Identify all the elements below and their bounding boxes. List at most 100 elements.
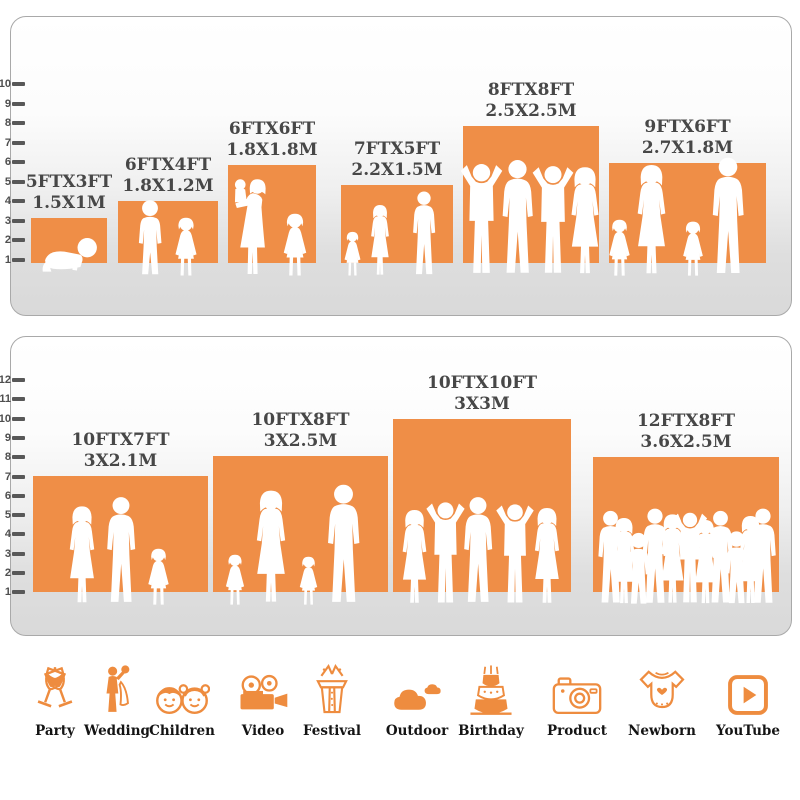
- size-ft: 6FTX4FT: [124, 154, 212, 175]
- backdrop-6ftx4ft: 6FTX4FT 1.8X1.2M: [118, 155, 218, 276]
- ruler-tick-label: 10: [0, 412, 11, 425]
- size-ft: 6FTX6FT: [228, 118, 316, 139]
- ruler-tick: 4: [0, 528, 25, 540]
- ruler-tick: 6: [0, 490, 25, 502]
- ruler-tick: 9: [0, 98, 25, 110]
- size-m: 1.8X1.8M: [226, 139, 318, 160]
- size-ft: 12FTX8FT: [636, 410, 736, 431]
- ruler-tick-mark: [12, 532, 25, 536]
- children-icon: [156, 684, 210, 715]
- backdrop-size-label: 7FTX5FT 2.2X1.5M: [351, 139, 442, 182]
- ruler-tick: 6: [0, 156, 25, 168]
- youtube-icon: [728, 675, 768, 715]
- silhouette-group-baby: [42, 237, 97, 272]
- backdrop-12ftx8ft: 12FTX8FT 3.6X2.5M: [593, 411, 779, 604]
- silhouette-group-five-adults: [402, 497, 560, 603]
- backdrop-size-label: 6FTX4FT 1.8X1.2M: [122, 155, 213, 198]
- ruler-tick-mark: [12, 102, 25, 106]
- ruler-tick-label: 2: [4, 233, 11, 246]
- ruler-tick-label: 2: [4, 566, 11, 579]
- ruler-tick: 8: [0, 451, 25, 463]
- size-m: 2.2X1.5M: [351, 159, 443, 180]
- ruler-tick-label: 8: [4, 116, 11, 129]
- ruler-tick-mark: [12, 494, 25, 498]
- ruler-tick-label: 6: [4, 155, 11, 168]
- ruler-tick-label: 10: [0, 77, 11, 90]
- category-youtube: YouTube: [706, 662, 790, 739]
- ruler-tick-label: 8: [4, 450, 11, 463]
- backdrop-size-label: 10FTX8FT 3X2.5M: [251, 410, 349, 453]
- ruler-tick-label: 4: [4, 527, 11, 540]
- ruler-tick-mark: [12, 199, 25, 203]
- silhouette-group-family-three: [344, 191, 436, 276]
- category-children: Children: [140, 662, 224, 739]
- silhouette-group-crowd: [598, 508, 776, 604]
- ruler-tick: 1: [0, 254, 25, 266]
- silhouette-group-two-kids: [138, 200, 197, 276]
- ruler-tick-mark: [12, 378, 25, 382]
- outdoor-icon: [394, 684, 441, 710]
- ruler-tick-mark: [12, 475, 25, 479]
- ruler-tick: 3: [0, 215, 25, 227]
- ruler-tick: 3: [0, 548, 25, 560]
- festival-icon: [316, 665, 348, 714]
- size-m: 3.6X2.5M: [640, 431, 732, 452]
- newborn-icon: [639, 670, 685, 709]
- ruler-tick-label: 6: [4, 489, 11, 502]
- ruler-tick-mark: [12, 82, 25, 86]
- panel-small-medium: 10 9 8 7 6 5 4 3 2 1 5FTX3FT 1.5X1M 6FTX…: [0, 16, 792, 316]
- category-label: Video: [241, 723, 285, 739]
- backdrop-10ftx7ft: 10FTX7FT 3X2.1M: [33, 430, 208, 605]
- ruler-tick-label: 7: [4, 470, 11, 483]
- silhouette-group-mother-children: [234, 179, 307, 276]
- product-icon: [552, 677, 602, 715]
- ruler-tick-label: 1: [4, 585, 11, 598]
- ruler-tick-label: 3: [4, 547, 11, 560]
- ruler-tick: 10: [0, 413, 25, 425]
- ruler-tick-mark: [12, 397, 25, 401]
- category-product: Product: [535, 662, 619, 739]
- ruler-tick-mark: [12, 219, 25, 223]
- ruler-tick-label: 9: [4, 97, 11, 110]
- backdrop-9ftx6ft: 9FTX6FT 2.7X1.8M: [608, 117, 766, 276]
- ruler-tick: 2: [0, 567, 25, 579]
- category-label: Outdoor: [385, 723, 449, 739]
- size-m: 3X3M: [454, 393, 510, 414]
- ruler-tick-mark: [12, 455, 25, 459]
- ruler-tick-label: 12: [0, 373, 11, 386]
- ruler-tick: 8: [0, 117, 25, 129]
- party-icon: [35, 665, 75, 709]
- ruler-tick: 4: [0, 195, 25, 207]
- ruler-tick-mark: [12, 417, 25, 421]
- birthday-icon: [469, 664, 513, 715]
- ruler-tick: 9: [0, 432, 25, 444]
- ruler-tick-mark: [12, 590, 25, 594]
- panel-large: 12 11 10 9 8 7 6 5 4 3 2 1 10FTX7FT 3X2.…: [0, 336, 792, 636]
- category-party: Party: [13, 662, 97, 739]
- size-m: 2.5X2.5M: [485, 100, 577, 121]
- category-label: YouTube: [716, 723, 780, 739]
- backdrop-10ftx8ft: 10FTX8FT 3X2.5M: [213, 410, 388, 605]
- category-festival: Festival: [290, 662, 374, 739]
- ruler-tick: 7: [0, 137, 25, 149]
- ruler-tick: 5: [0, 509, 25, 521]
- backdrop-size-label: 5FTX3FT 1.5X1M: [26, 172, 112, 215]
- backdrop-8ftx8ft: 8FTX8FT 2.5X2.5M: [460, 80, 599, 274]
- ruler-tick-mark: [12, 121, 25, 125]
- ruler-tick: 7: [0, 471, 25, 483]
- backdrop-size-label: 9FTX6FT 2.7X1.8M: [642, 117, 733, 160]
- video-icon: [239, 674, 289, 711]
- ruler-tick-label: 1: [4, 253, 11, 266]
- size-ft: 10FTX7FT: [71, 429, 170, 450]
- ruler-tick-label: 7: [4, 136, 11, 149]
- size-m: 3X2.5M: [263, 430, 338, 451]
- size-ft: 7FTX5FT: [353, 138, 441, 159]
- ruler-tick-mark: [12, 141, 25, 145]
- ruler-tick-mark: [12, 258, 25, 262]
- backdrop-size-label: 12FTX8FT 3.6X2.5M: [637, 411, 735, 454]
- category-label: Wedding: [84, 723, 150, 739]
- size-ft: 8FTX8FT: [487, 79, 575, 100]
- silhouette-group-four-adults: [460, 160, 599, 274]
- ruler-tick: 5: [0, 176, 25, 188]
